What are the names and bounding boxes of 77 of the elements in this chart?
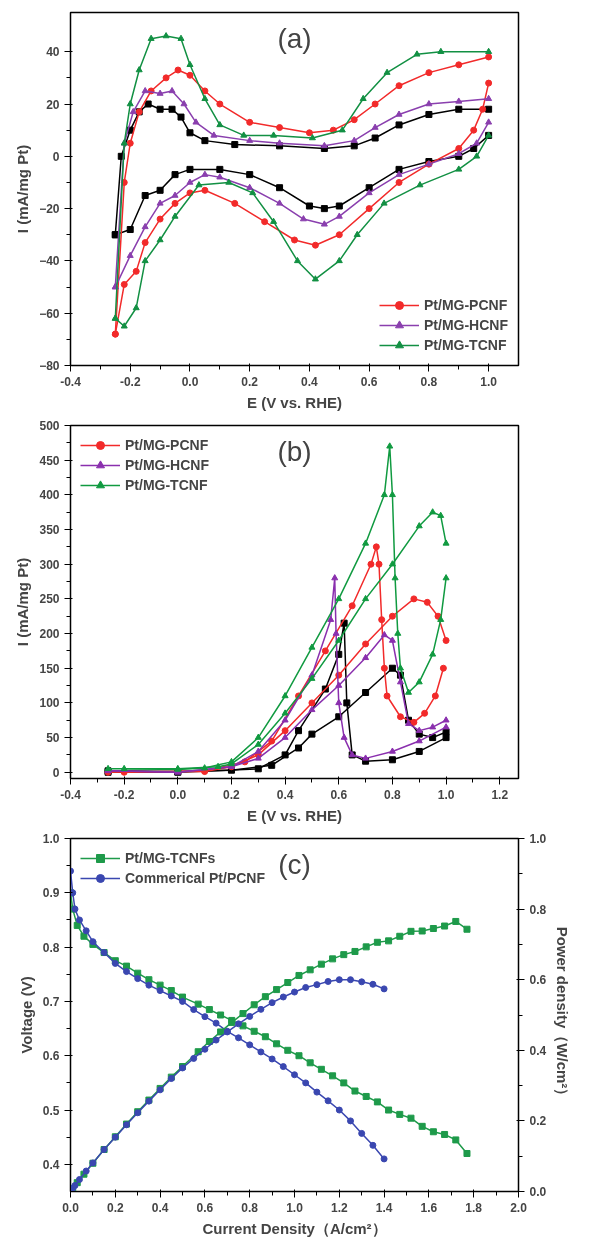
- y-tick-label: 500: [39, 419, 60, 433]
- legend-label: Pt/MG-HCNF: [125, 457, 209, 473]
- x-tick-label: 0.0: [181, 374, 199, 389]
- y-tick-label: −20: [39, 202, 60, 217]
- x-tick-label: 0.2: [241, 374, 259, 389]
- legend-label: Pt/MG-TCNFs: [125, 850, 216, 866]
- y-tick-label: 40: [46, 45, 60, 60]
- y-tick-label: 0.5: [42, 1103, 60, 1118]
- legend-label: Pt/MG-PCNF: [424, 297, 508, 313]
- y-tick-label: 0.4: [42, 1157, 60, 1172]
- y-tick-label: 400: [39, 488, 60, 503]
- legend-label: Pt/MG-HCNF: [424, 317, 508, 333]
- x-tick-label: -0.2: [113, 787, 135, 802]
- y-tick-label: 0.6: [42, 1049, 60, 1064]
- y-tick-label: 300: [39, 557, 60, 572]
- x-tick-label: 0.8: [241, 1200, 259, 1215]
- x-tick-label: 0.4: [276, 787, 294, 802]
- x-tick-label: 1.4: [375, 1200, 393, 1215]
- y2-axis-title: Power density（W/cm²）: [554, 926, 572, 1104]
- y2-tick-label: 0.6: [529, 973, 547, 988]
- x-tick-label: 0.0: [169, 787, 187, 802]
- y2-tick-label: 0.8: [529, 902, 547, 917]
- legend-label: Pt/MG-TCNF: [125, 477, 208, 493]
- x-tick-label: 1.0: [437, 787, 455, 802]
- x-tick-label: 1.0: [480, 374, 498, 389]
- chart-title: (c): [278, 848, 311, 880]
- y-tick-label: 450: [39, 453, 60, 468]
- x-tick-label: -0.4: [60, 374, 82, 389]
- y-tick-label: 0.7: [42, 994, 60, 1009]
- x-tick-label: 0.2: [106, 1200, 124, 1215]
- y2-tick-label: 0.0: [529, 1185, 547, 1199]
- y-tick-label: −40: [39, 254, 60, 269]
- x-tick-label: 1.0: [286, 1200, 304, 1215]
- y-tick-label: 250: [39, 592, 60, 607]
- y-tick-label: 20: [46, 97, 60, 112]
- y-tick-label: −60: [39, 306, 60, 321]
- y2-tick-label: 0.2: [529, 1114, 547, 1129]
- x-tick-label: 2.0: [510, 1200, 528, 1215]
- y2-tick-label: 0.4: [529, 1043, 547, 1058]
- chart-title: (a): [277, 22, 312, 54]
- y-tick-label: 0: [52, 765, 60, 780]
- legend-label: Pt/MG-TCNF: [424, 337, 507, 353]
- x-tick-label: 0.2: [223, 787, 241, 802]
- y-axis-title: I (mA/mg Pt): [14, 557, 32, 647]
- y-tick-label: 100: [39, 696, 60, 711]
- y-tick-label: 150: [39, 661, 60, 676]
- y-tick-label: 0.9: [42, 886, 60, 901]
- y-axis-title: I (mA/mg Pt): [14, 144, 32, 234]
- x-axis-title: E (V vs. RHE): [246, 393, 343, 411]
- legend-label: Pt/MG-PCNF: [125, 437, 209, 453]
- y-axis-title: Voltage (V): [17, 976, 35, 1054]
- x-tick-label: 1.2: [330, 1200, 348, 1215]
- x-tick-label: -0.2: [119, 374, 141, 389]
- x-tick-label: 0.0: [62, 1200, 80, 1215]
- y-tick-label: 50: [46, 731, 60, 746]
- x-tick-label: 0.8: [420, 374, 438, 389]
- y-tick-label: 0: [52, 149, 60, 164]
- x-tick-label: 0.6: [360, 374, 378, 389]
- y-tick-label: −80: [39, 359, 60, 373]
- x-axis-title: E (V vs. RHE): [246, 806, 343, 824]
- y-tick-label: 350: [39, 523, 60, 538]
- x-tick-label: 0.4: [301, 374, 319, 389]
- legend-label: Commerical Pt/PCNF: [125, 870, 266, 886]
- x-tick-label: 0.6: [196, 1200, 214, 1215]
- y-tick-label: 200: [39, 627, 60, 642]
- chart-title: (b): [277, 435, 312, 467]
- x-tick-label: 1.6: [420, 1200, 438, 1215]
- y-tick-label: 1.0: [42, 832, 60, 846]
- x-tick-label: -0.4: [60, 787, 82, 802]
- x-tick-label: 1.8: [465, 1200, 483, 1215]
- x-tick-label: 1.2: [491, 787, 509, 802]
- x-tick-label: 0.4: [151, 1200, 169, 1215]
- y2-tick-label: 1.0: [529, 832, 547, 846]
- x-axis-title: Current Density（A/cm²）: [202, 1219, 387, 1237]
- x-tick-label: 0.8: [384, 787, 402, 802]
- x-tick-label: 0.6: [330, 787, 348, 802]
- y-tick-label: 0.8: [42, 940, 60, 955]
